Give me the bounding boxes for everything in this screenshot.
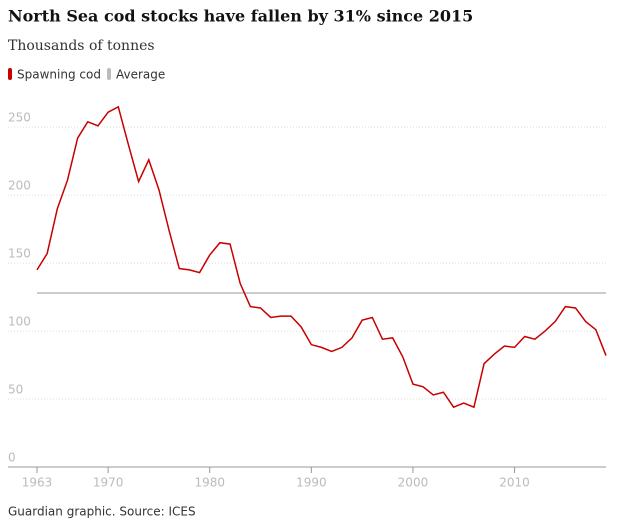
y-tick-label: 50 (8, 383, 23, 397)
y-tick-label: 100 (8, 315, 31, 329)
x-tick-label: 2000 (398, 476, 429, 490)
x-tick-label: 1980 (194, 476, 225, 490)
source: Guardian graphic. Source: ICES (8, 505, 196, 519)
chart-title: North Sea cod stocks have fallen by 31% … (8, 7, 473, 26)
data-line (36, 105, 607, 409)
x-tick-label: 2010 (499, 476, 530, 490)
y-tick-label: 0 (8, 451, 16, 465)
legend-label: Average (116, 68, 165, 82)
x-tick-label: 1990 (296, 476, 327, 490)
legend-label: Spawning cod (17, 68, 101, 82)
x-tick-label: 1970 (93, 476, 124, 490)
y-tick-label: 250 (8, 111, 31, 125)
legend-swatch (8, 68, 12, 80)
x-tick-label: 1963 (22, 476, 53, 490)
y-tick-label: 150 (8, 247, 31, 261)
chart-subtitle: Thousands of tonnes (8, 38, 155, 54)
y-tick-label: 200 (8, 179, 31, 193)
legend-swatch (107, 68, 111, 80)
